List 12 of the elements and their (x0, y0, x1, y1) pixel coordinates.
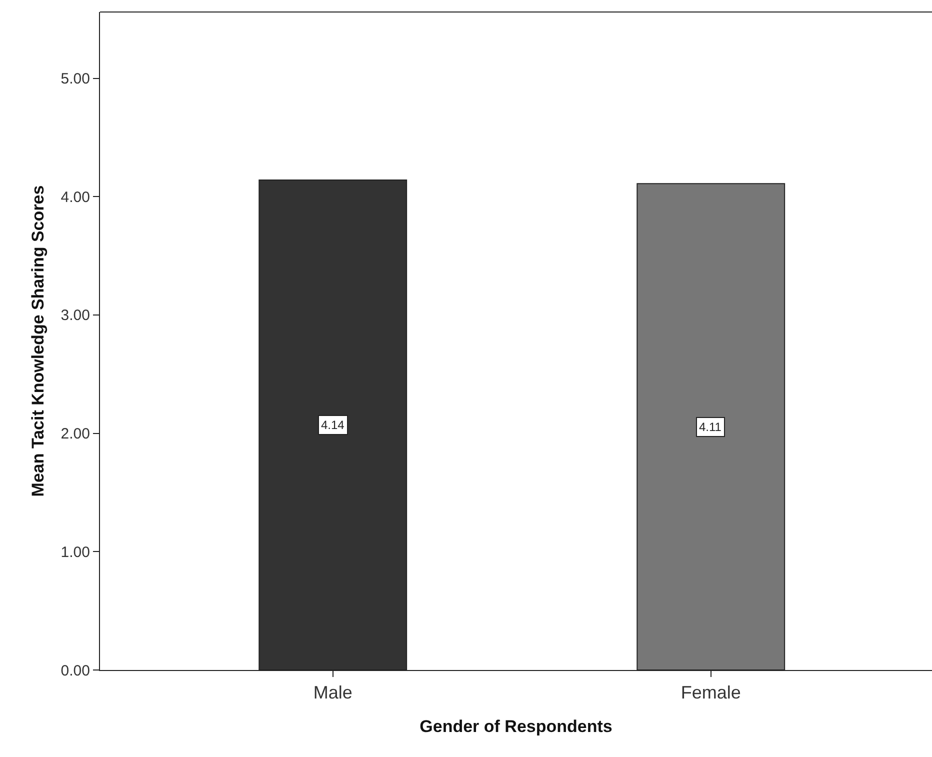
y-tick-label: 5.00 (60, 70, 90, 88)
data-label: 4.11 (699, 420, 722, 434)
y-tick-label: 3.00 (60, 307, 90, 324)
y-axis-title: Mean Tacit Knowledge Sharing Scores (28, 185, 48, 497)
x-tick-label: Male (313, 682, 352, 703)
x-tick-label: Female (680, 682, 741, 703)
y-tick-label: 2.00 (60, 426, 90, 443)
data-label: 4.14 (321, 418, 345, 432)
y-tick-label: 0.00 (60, 662, 90, 680)
y-tick-label: 4.00 (60, 188, 90, 206)
y-tick-label: 1.00 (60, 544, 90, 561)
x-axis-title: Gender of Respondents (420, 717, 612, 736)
